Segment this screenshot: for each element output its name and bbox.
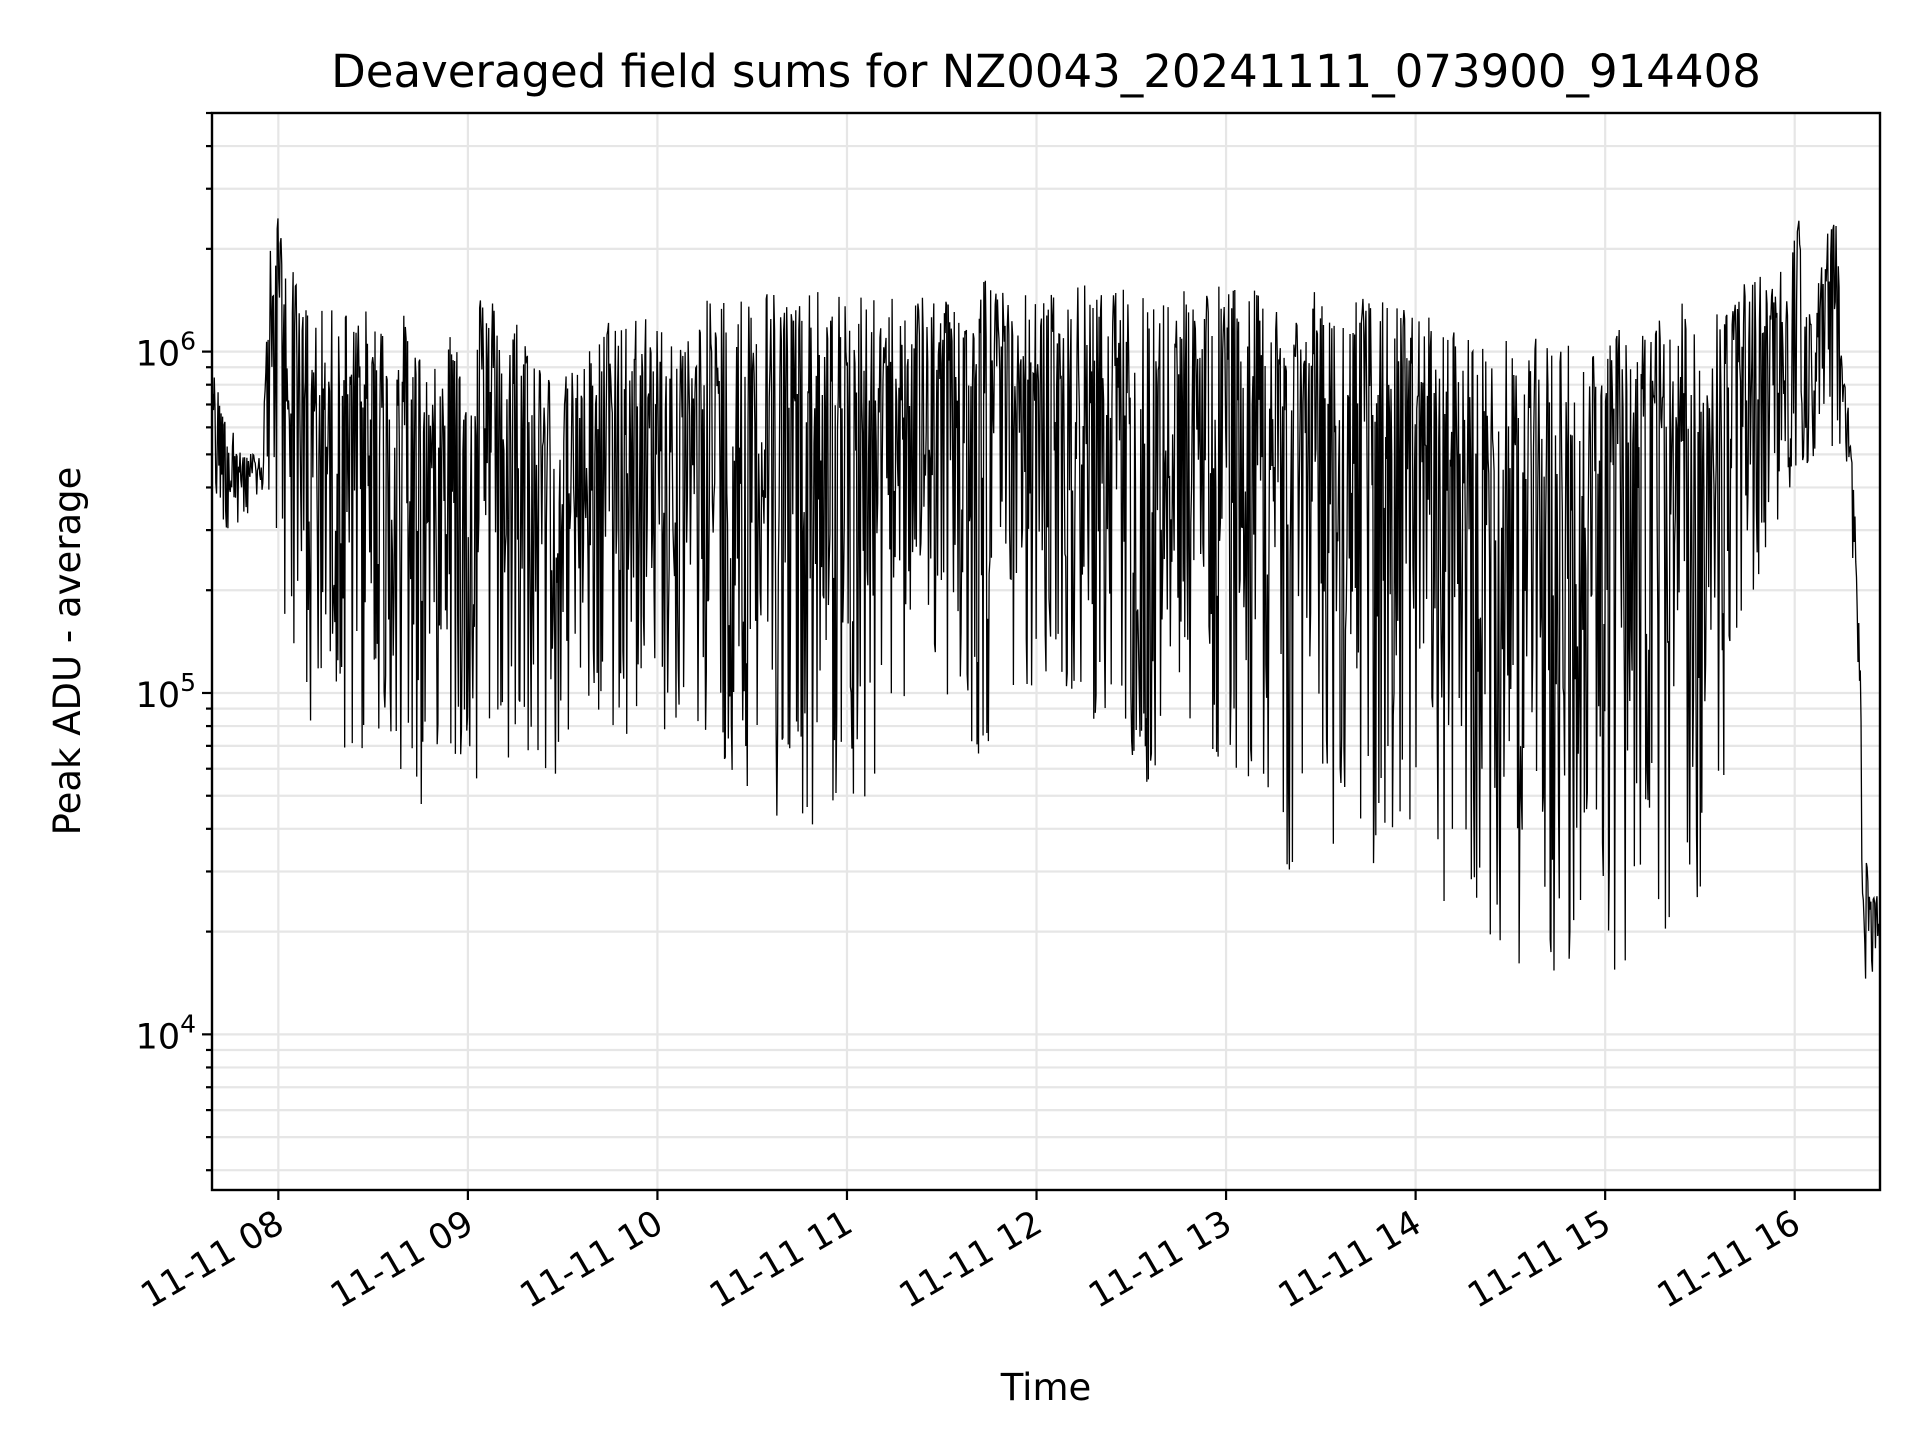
y-tick-base: 10 [136,676,181,716]
y-tick-exponent: 5 [180,668,196,697]
y-axis-label: Peak ADU - average [46,467,89,836]
y-tick-label: 105 [136,668,196,716]
x-axis-label: Time [1000,1366,1092,1409]
y-tick-base: 10 [136,1017,181,1057]
y-tick-base: 10 [136,335,181,375]
y-tick-label: 106 [136,327,196,375]
series-line [211,218,1881,979]
y-tick-exponent: 4 [180,1009,196,1038]
plot-frame [210,111,1882,1192]
series-layer [211,218,1881,979]
y-tick-label: 104 [136,1009,196,1057]
chart-title: Deaveraged field sums for NZ0043_2024111… [331,45,1761,98]
y-tick-exponent: 6 [180,327,196,356]
